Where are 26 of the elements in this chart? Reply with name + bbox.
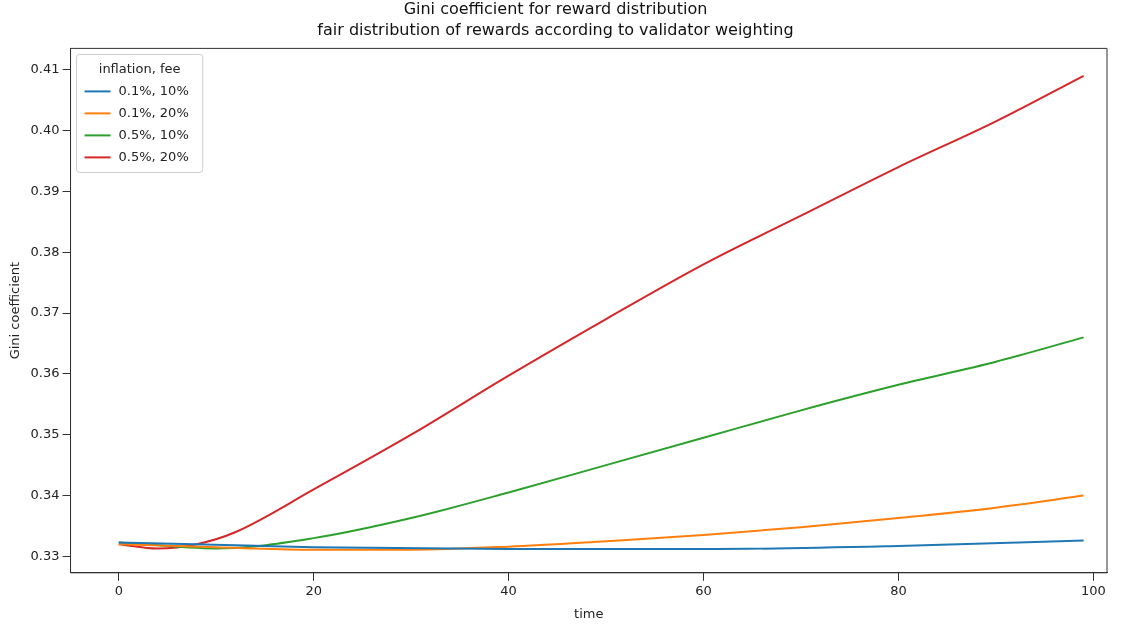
x-tick-label: 80	[890, 582, 907, 598]
y-tick-label: 0.38	[30, 243, 60, 259]
chart-subtitle: fair distribution of rewards according to validator weighting	[317, 19, 794, 39]
y-tick-label: 0.35	[30, 426, 60, 442]
x-tick-label: 20	[305, 582, 322, 598]
line-series	[117, 494, 1085, 551]
legend-label: 0.5%, 20%	[118, 148, 189, 164]
y-tick-label: 0.34	[30, 486, 60, 502]
x-tick-label: 0	[114, 582, 123, 598]
line-series	[117, 539, 1085, 551]
x-tick-label: 40	[500, 582, 517, 598]
legend-label: 0.5%, 10%	[118, 126, 189, 142]
y-tick-label: 0.37	[30, 304, 60, 320]
y-tick-label: 0.33	[30, 547, 60, 563]
y-axis-title: Gini coefficient	[7, 261, 23, 360]
y-tick-label: 0.41	[30, 61, 60, 77]
legend-label: 0.1%, 20%	[118, 104, 189, 120]
chart-title: Gini coefficient for reward distribution	[403, 0, 708, 18]
y-tick-label: 0.40	[30, 121, 60, 137]
x-axis-title: time	[574, 605, 604, 621]
x-tick-label: 100	[1080, 582, 1106, 598]
y-tick-label: 0.39	[30, 182, 60, 198]
legend-title: inflation, fee	[98, 60, 181, 76]
y-tick-label: 0.36	[30, 365, 60, 381]
legend-label: 0.1%, 10%	[118, 82, 189, 98]
x-tick-label: 60	[695, 582, 712, 598]
